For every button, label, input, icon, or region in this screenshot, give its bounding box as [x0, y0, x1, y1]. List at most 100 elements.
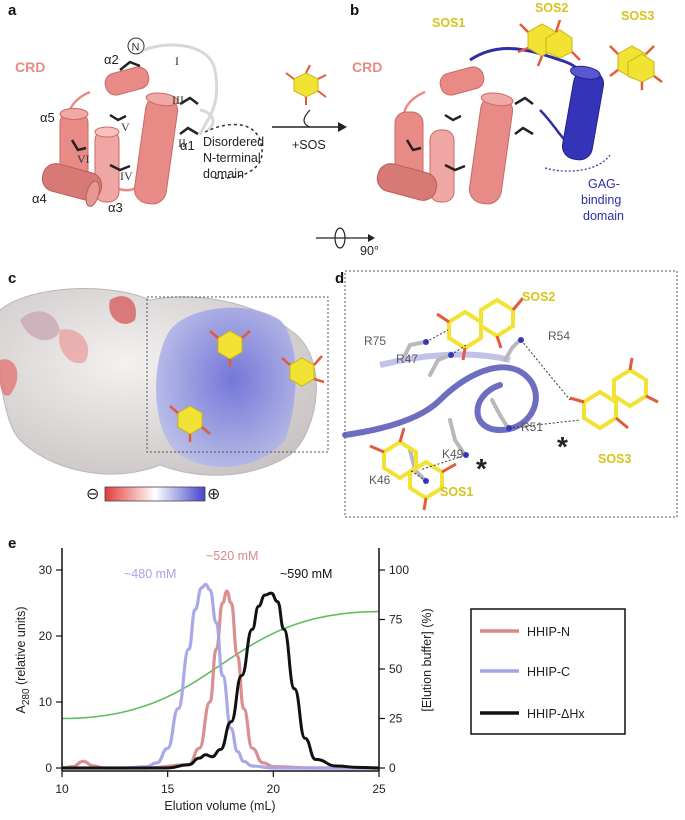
disulfide-b-2	[514, 126, 534, 136]
panel-label-b: b	[350, 2, 359, 19]
gag-helix	[561, 65, 605, 161]
y2-tick-label: 50	[389, 662, 403, 676]
sos-on-surface-1	[169, 405, 211, 442]
legend: HHIP-N HHIP-C HHIP-ΔHx	[470, 608, 626, 735]
disulfide-IV	[109, 163, 131, 172]
surface-red-3	[59, 329, 89, 364]
electrostatic-scale	[104, 486, 206, 502]
panel-d: d	[335, 270, 678, 518]
disulfide-b-4	[444, 113, 462, 122]
loop-grey	[143, 43, 219, 136]
helix-b4	[376, 163, 438, 201]
disordered-label-3: domain	[203, 167, 244, 181]
gag-label-3: domain	[583, 209, 624, 223]
surface-patch	[20, 311, 60, 341]
scale-positive-symbol: ⊕	[207, 486, 220, 503]
surface-red-2	[0, 359, 18, 396]
disulfide-b-1	[514, 96, 534, 106]
disulfide-II	[179, 126, 199, 136]
crd-label-b: CRD	[352, 59, 382, 75]
series-line-hhip-c	[61, 582, 379, 770]
helix-label-a1: α1	[180, 138, 195, 153]
x-tick-label: 25	[372, 782, 386, 796]
helix-a4	[41, 163, 103, 207]
disulfide-label-IV: IV	[120, 169, 133, 183]
sos-molecule-small	[285, 64, 327, 105]
y-tick-label: 30	[39, 563, 53, 577]
residue-k46: K46	[369, 473, 391, 487]
sos3-label-d: SOS3	[598, 452, 631, 466]
sos-cluster-2	[517, 19, 581, 67]
rotation-icon: 90°	[316, 227, 379, 258]
y2-tick-label: 100	[389, 563, 409, 577]
surface-red-1	[109, 296, 136, 324]
annotation-480: ~480 mM	[124, 567, 176, 581]
hbonds	[409, 329, 581, 482]
disordered-label-2: N-terminal	[203, 151, 261, 165]
scale-negative-symbol: ⊖	[86, 486, 99, 503]
series-line-hhip-n	[61, 589, 379, 770]
disordered-label-1: Disordered	[203, 135, 264, 149]
legend-label-hhip-n: HHIP-N	[527, 625, 570, 639]
panel-c: c ⊖ ⊕	[0, 270, 329, 503]
residue-r51: R51	[521, 420, 543, 434]
disordered-loop	[204, 123, 263, 179]
y-axis-label-sub: 280	[21, 688, 32, 705]
disulfide-b-5	[405, 139, 422, 152]
sos-cluster-3	[609, 45, 663, 90]
disulfide-VI	[70, 139, 87, 152]
disulfide-b-3	[444, 163, 466, 172]
n-terminus-label: N	[132, 42, 140, 54]
helix-a1	[133, 92, 179, 205]
gag-dotted	[544, 154, 611, 172]
helix-label-a2: α2	[104, 52, 119, 67]
disulfide-label-VI: VI	[77, 152, 90, 166]
disulfide-label-V: V	[121, 120, 130, 134]
surface-blue	[156, 307, 296, 467]
y-tick-label: 20	[39, 629, 53, 643]
helix-label-a3: α3	[108, 200, 123, 215]
panel-a: a CRD N	[8, 2, 264, 215]
y-tick-label: 0	[45, 761, 52, 775]
x-tick-label: 10	[55, 782, 69, 796]
disulfide-label-I: I	[175, 54, 179, 68]
x-tick-label: 20	[267, 782, 281, 796]
sos-stick-1	[369, 427, 457, 511]
helix-b2	[439, 66, 485, 96]
series-layer	[61, 582, 380, 770]
x-tick-label: 15	[161, 782, 175, 796]
crd-label-a: CRD	[15, 59, 45, 75]
helix-label-a4: α4	[32, 191, 47, 206]
loop-grey-2	[199, 108, 215, 132]
transition-arrow: +SOS	[272, 64, 347, 152]
panel-label-d: d	[335, 270, 344, 287]
helix-b1	[468, 92, 514, 205]
plus-sos-label: +SOS	[292, 138, 326, 152]
disulfide-I	[119, 60, 141, 71]
sos1-label-d: SOS1	[440, 485, 473, 499]
helix-a5	[59, 108, 89, 183]
x-axis-label: Elution volume (mL)	[164, 799, 275, 813]
sos3-label-b: SOS3	[621, 9, 654, 23]
asterisk-1: *	[476, 453, 487, 484]
detail-box	[344, 270, 678, 518]
panel-label-e: e	[8, 535, 16, 552]
sos2-label-b: SOS2	[535, 1, 568, 15]
sos2-label-d: SOS2	[522, 290, 555, 304]
y2-tick-label: 75	[389, 613, 403, 627]
sos-on-surface-3	[281, 355, 325, 387]
disulfide-V	[109, 113, 127, 122]
ribbon	[342, 364, 539, 438]
residue-r75: R75	[364, 334, 386, 348]
annotation-590: ~590 mM	[280, 567, 332, 581]
sos1-label-b: SOS1	[432, 16, 465, 30]
y-axis-label-rest: (relative units)	[14, 606, 28, 688]
series-line-hhip-hx	[61, 591, 380, 770]
n-terminus-marker	[127, 37, 145, 55]
annotation-520: ~520 mM	[206, 549, 258, 563]
residue-k49: K49	[442, 447, 464, 461]
